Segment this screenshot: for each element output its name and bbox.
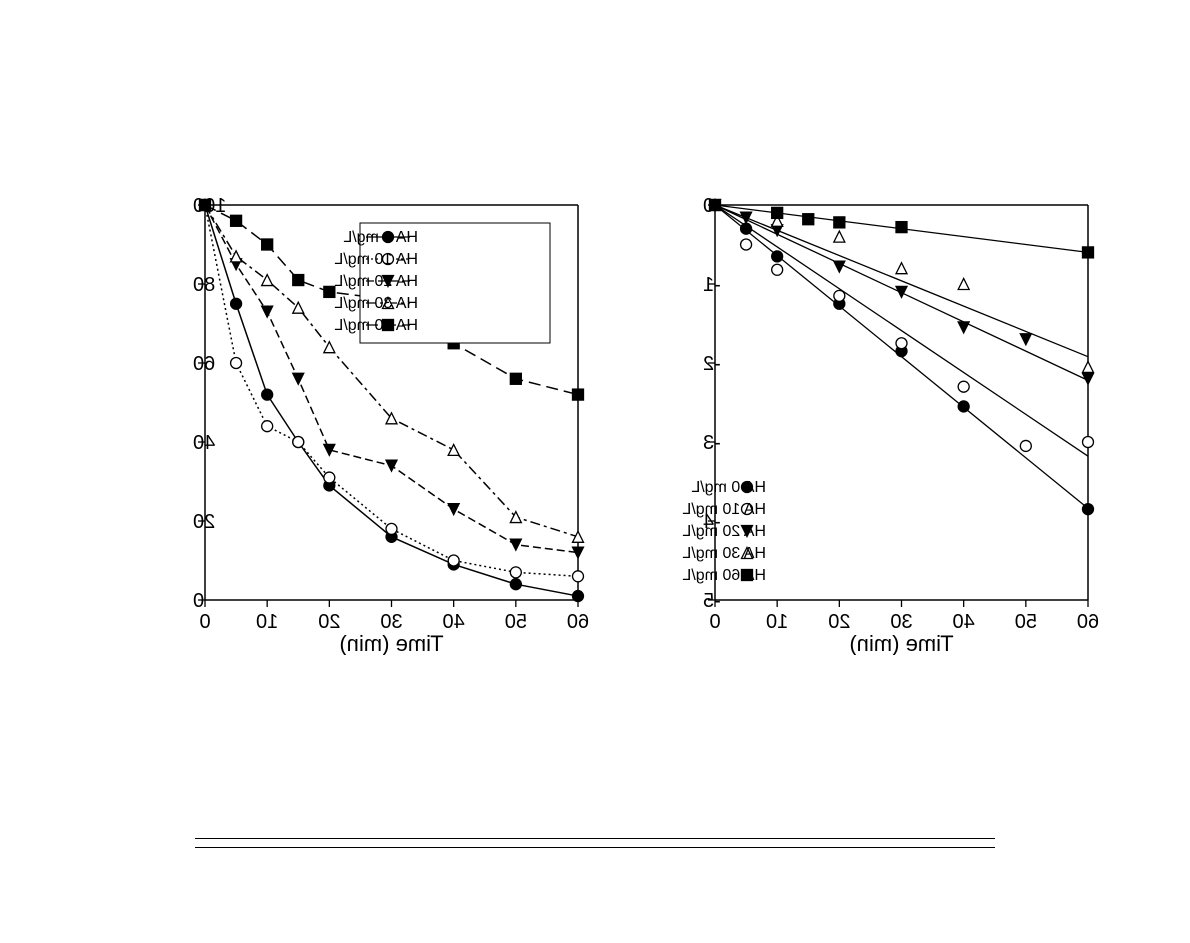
svg-text:80: 80 xyxy=(193,274,215,296)
svg-text:40: 40 xyxy=(193,432,215,454)
svg-text:0: 0 xyxy=(193,590,204,612)
svg-text:60: 60 xyxy=(1077,611,1099,633)
svg-text:HA 30 mg/L: HA 30 mg/L xyxy=(682,545,766,562)
svg-text:60: 60 xyxy=(193,353,215,375)
svg-text:40: 40 xyxy=(953,611,975,633)
svg-text:50: 50 xyxy=(505,611,527,633)
svg-text:10: 10 xyxy=(256,611,278,633)
rule-top xyxy=(195,838,995,839)
svg-text:HA 20 mg/L: HA 20 mg/L xyxy=(334,273,418,290)
svg-text:HA 30 mg/L: HA 30 mg/L xyxy=(334,295,418,312)
svg-text:0: 0 xyxy=(709,611,720,633)
svg-text:Time (min): Time (min) xyxy=(849,631,953,655)
left-chart-svg: 0102030405060Time (min)020406080100HA 0 … xyxy=(150,195,590,655)
svg-text:-1: -1 xyxy=(703,274,721,296)
svg-text:-5: -5 xyxy=(703,590,721,612)
svg-text:-2: -2 xyxy=(703,353,721,375)
svg-text:HA 60 mg/L: HA 60 mg/L xyxy=(682,567,766,584)
svg-text:-3: -3 xyxy=(703,432,721,454)
svg-text:HA 60 mg/L: HA 60 mg/L xyxy=(334,317,418,334)
svg-text:30: 30 xyxy=(380,611,402,633)
right-chart: 0102030405060Time (min)0-1-2-3-4-5HA 0 m… xyxy=(660,195,1100,655)
figure-page: 0102030405060Time (min)020406080100HA 0 … xyxy=(0,0,1190,943)
svg-text:10: 10 xyxy=(766,611,788,633)
svg-text:20: 20 xyxy=(193,511,215,533)
svg-text:HA 0 mg/L: HA 0 mg/L xyxy=(691,479,766,496)
caption-rules xyxy=(195,830,995,856)
svg-text:60: 60 xyxy=(567,611,589,633)
svg-text:HA 10 mg/L: HA 10 mg/L xyxy=(682,501,766,518)
svg-text:50: 50 xyxy=(1015,611,1037,633)
rule-bottom xyxy=(195,847,995,848)
svg-text:20: 20 xyxy=(828,611,850,633)
svg-text:20: 20 xyxy=(318,611,340,633)
svg-text:Time (min): Time (min) xyxy=(339,631,443,655)
svg-text:HA 20 mg/L: HA 20 mg/L xyxy=(682,523,766,540)
left-chart: 0102030405060Time (min)020406080100HA 0 … xyxy=(150,195,590,655)
svg-text:40: 40 xyxy=(443,611,465,633)
svg-text:HA 10 mg/L: HA 10 mg/L xyxy=(334,251,418,268)
svg-text:0: 0 xyxy=(199,611,210,633)
svg-text:HA 0 mg/L: HA 0 mg/L xyxy=(343,229,418,246)
right-chart-svg: 0102030405060Time (min)0-1-2-3-4-5HA 0 m… xyxy=(660,195,1100,655)
svg-text:30: 30 xyxy=(890,611,912,633)
